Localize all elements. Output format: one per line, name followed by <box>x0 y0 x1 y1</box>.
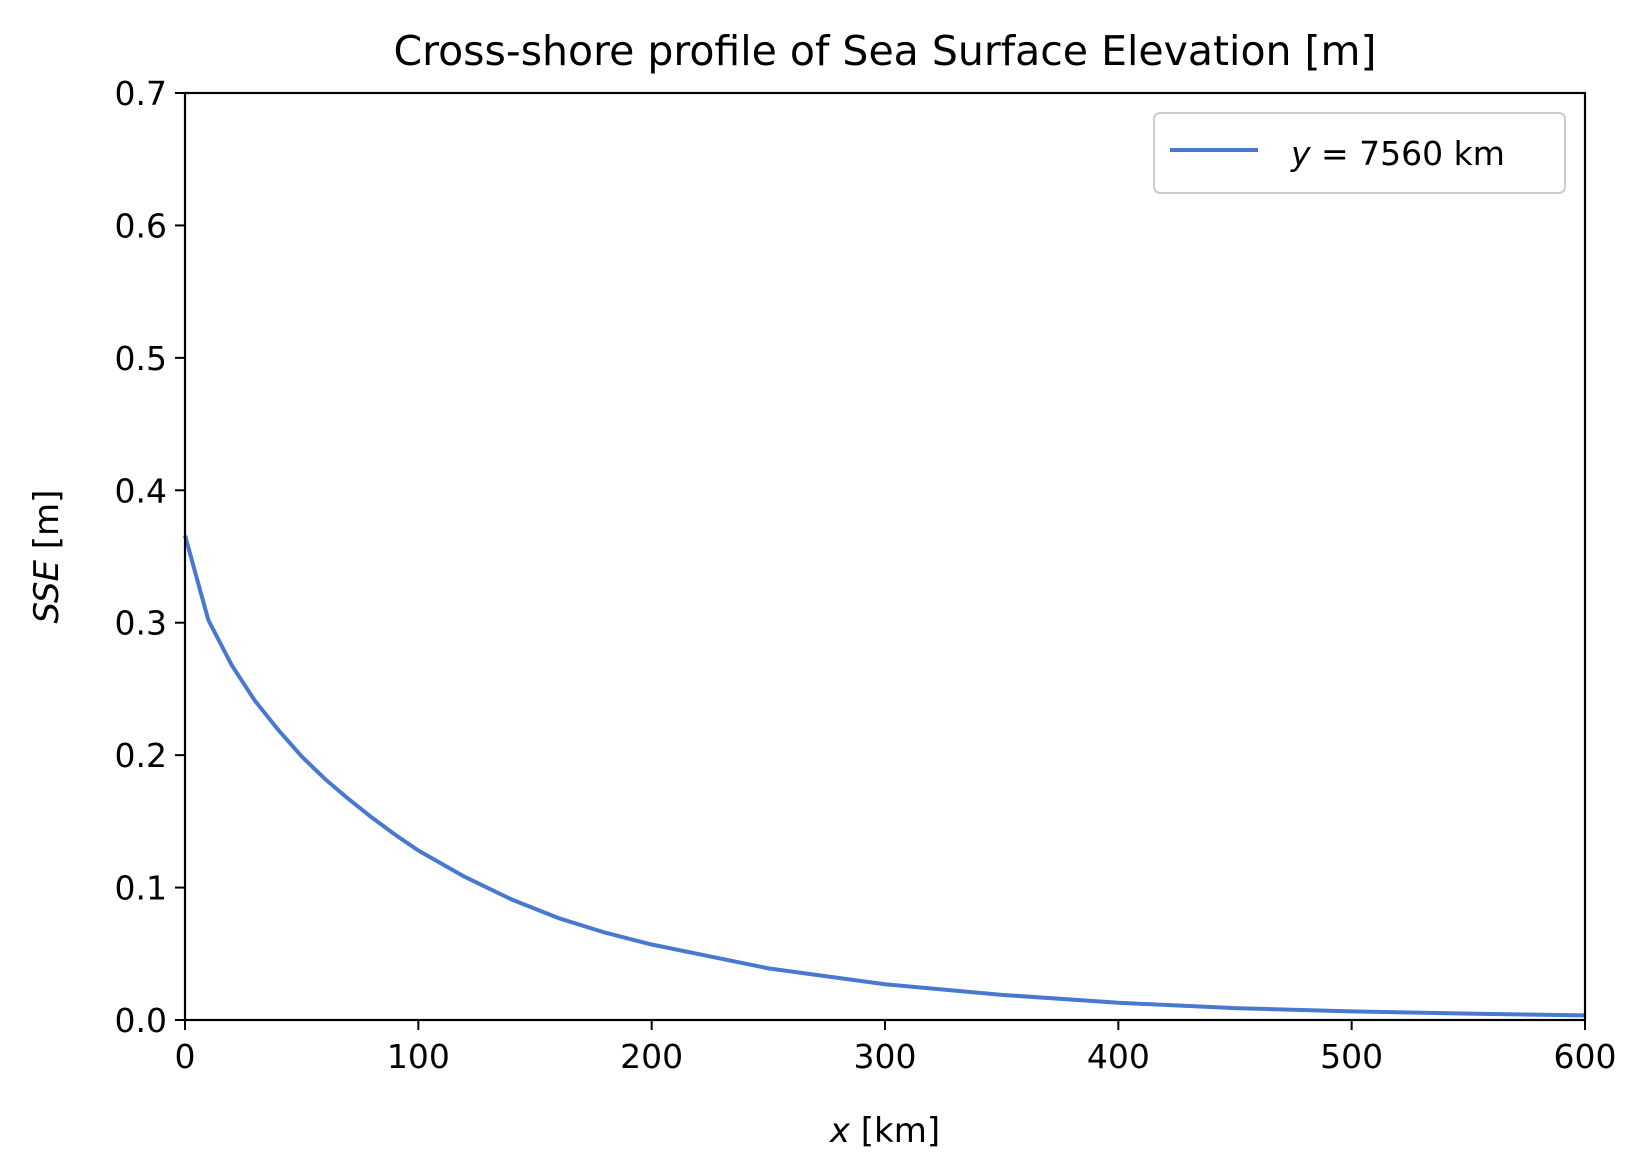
y-tick-label: 0.3 <box>115 604 167 643</box>
y-tick-label: 0.0 <box>115 1001 167 1040</box>
y-tick-label: 0.7 <box>115 74 167 113</box>
x-tick-label: 500 <box>1320 1037 1383 1076</box>
series-line <box>183 534 1586 1018</box>
x-tick-label: 200 <box>620 1037 683 1076</box>
y-tick-label: 0.5 <box>115 339 167 378</box>
x-axis: 0 100 200 300 400 500 600 <box>175 1020 1617 1076</box>
legend-entry-label: y = 7560 km <box>1290 134 1505 173</box>
legend-box <box>1153 112 1566 194</box>
x-tick-label: 600 <box>1554 1037 1617 1076</box>
plot-area <box>185 93 1585 1020</box>
plot-frame <box>183 91 1587 1022</box>
x-tick-label: 400 <box>1087 1037 1150 1076</box>
y-tick-label: 0.4 <box>115 471 167 510</box>
y-tick-label: 0.1 <box>115 869 167 908</box>
x-axis-label: x [km] <box>829 1111 940 1151</box>
chart-title: Cross-shore profile of Sea Surface Eleva… <box>394 27 1377 75</box>
series-layer <box>183 534 1586 1018</box>
x-tick-label: 300 <box>854 1037 917 1076</box>
y-axis-label: SSE [m] <box>27 490 67 624</box>
x-tick-label: 100 <box>387 1037 450 1076</box>
legend: y = 7560 km <box>1153 112 1566 194</box>
y-tick-label: 0.6 <box>115 206 167 245</box>
y-axis: 0.0 0.1 0.2 0.3 0.4 0.5 0.6 0.7 <box>115 74 185 1040</box>
y-tick-label: 0.2 <box>115 736 167 775</box>
x-tick-label: 0 <box>175 1037 196 1076</box>
